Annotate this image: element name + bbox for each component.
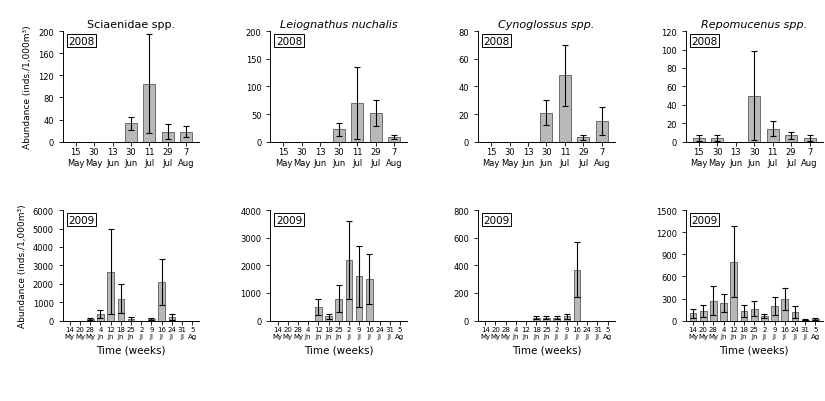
- X-axis label: Time (weeks): Time (weeks): [512, 345, 582, 355]
- Bar: [144, 85, 155, 142]
- Text: 2009: 2009: [276, 215, 302, 225]
- Bar: [543, 318, 549, 321]
- Title: Cynoglossus spp.: Cynoglossus spp.: [498, 20, 595, 30]
- Bar: [711, 139, 724, 142]
- Bar: [802, 320, 808, 321]
- Bar: [533, 318, 540, 321]
- Bar: [741, 311, 747, 321]
- Bar: [117, 299, 124, 321]
- Bar: [87, 319, 93, 321]
- Bar: [148, 319, 155, 321]
- Bar: [730, 262, 737, 321]
- Bar: [573, 270, 580, 321]
- Y-axis label: Abundance (inds./1,000m³): Abundance (inds./1,000m³): [18, 204, 27, 327]
- Bar: [107, 272, 114, 321]
- Bar: [168, 317, 175, 321]
- Bar: [125, 124, 137, 142]
- Bar: [370, 113, 382, 142]
- Bar: [366, 279, 373, 321]
- Text: 2009: 2009: [691, 215, 718, 225]
- Bar: [346, 260, 352, 321]
- Bar: [315, 307, 322, 321]
- Title: Sciaenidae spp.: Sciaenidae spp.: [87, 20, 175, 30]
- Bar: [128, 319, 134, 321]
- X-axis label: Time (weeks): Time (weeks): [719, 345, 789, 355]
- Bar: [388, 138, 400, 142]
- Bar: [720, 303, 727, 321]
- Bar: [97, 314, 104, 321]
- Bar: [792, 312, 799, 321]
- Bar: [540, 113, 553, 142]
- Text: 2008: 2008: [68, 36, 94, 47]
- Bar: [554, 318, 560, 321]
- Bar: [693, 139, 705, 142]
- Bar: [690, 314, 696, 321]
- Bar: [332, 130, 345, 142]
- Bar: [181, 132, 192, 142]
- Bar: [351, 104, 363, 142]
- Text: 2008: 2008: [483, 36, 510, 47]
- Text: 2009: 2009: [483, 215, 510, 225]
- Bar: [761, 316, 768, 321]
- Title: Leiognathus nuchalis: Leiognathus nuchalis: [280, 20, 398, 30]
- Bar: [563, 317, 570, 321]
- Bar: [812, 319, 818, 321]
- Bar: [748, 96, 760, 142]
- Bar: [766, 130, 779, 142]
- Bar: [325, 317, 332, 321]
- Bar: [356, 277, 362, 321]
- Bar: [771, 306, 778, 321]
- Bar: [162, 132, 174, 142]
- Bar: [710, 301, 717, 321]
- X-axis label: Time (weeks): Time (weeks): [97, 345, 166, 355]
- Bar: [559, 76, 571, 142]
- Title: Repomucenus spp.: Repomucenus spp.: [701, 20, 807, 30]
- Bar: [785, 136, 797, 142]
- Bar: [781, 300, 788, 321]
- Bar: [700, 311, 706, 321]
- Y-axis label: Abundance (inds./1,000m³): Abundance (inds./1,000m³): [23, 26, 32, 149]
- Text: 2009: 2009: [68, 215, 94, 225]
- Bar: [578, 138, 589, 142]
- Text: 2008: 2008: [276, 36, 302, 47]
- Bar: [804, 139, 816, 142]
- Bar: [158, 282, 165, 321]
- Bar: [596, 122, 608, 142]
- Text: 2008: 2008: [691, 36, 718, 47]
- X-axis label: Time (weeks): Time (weeks): [304, 345, 374, 355]
- Bar: [336, 299, 342, 321]
- Bar: [751, 309, 757, 321]
